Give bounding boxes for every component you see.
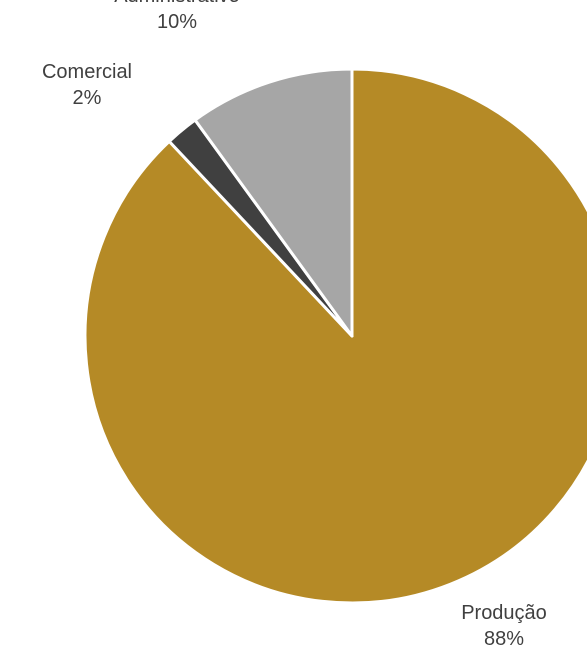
slice-value-comercial: 2%	[73, 87, 102, 109]
pie-slice-producao	[83, 67, 587, 605]
pie-slices	[83, 67, 587, 605]
slice-label-producao: Produção	[461, 602, 547, 624]
pie-labels: Produção 88% Comercial 2% Administrativo 10%	[42, 0, 547, 650]
pie-slice-administrativo	[193, 67, 354, 338]
slice-label-comercial: Comercial	[42, 61, 132, 83]
slice-value-administrativo: 10%	[157, 11, 197, 33]
slice-label-administrativo: Administrativo	[114, 0, 240, 7]
slice-value-producao: 88%	[484, 628, 524, 650]
